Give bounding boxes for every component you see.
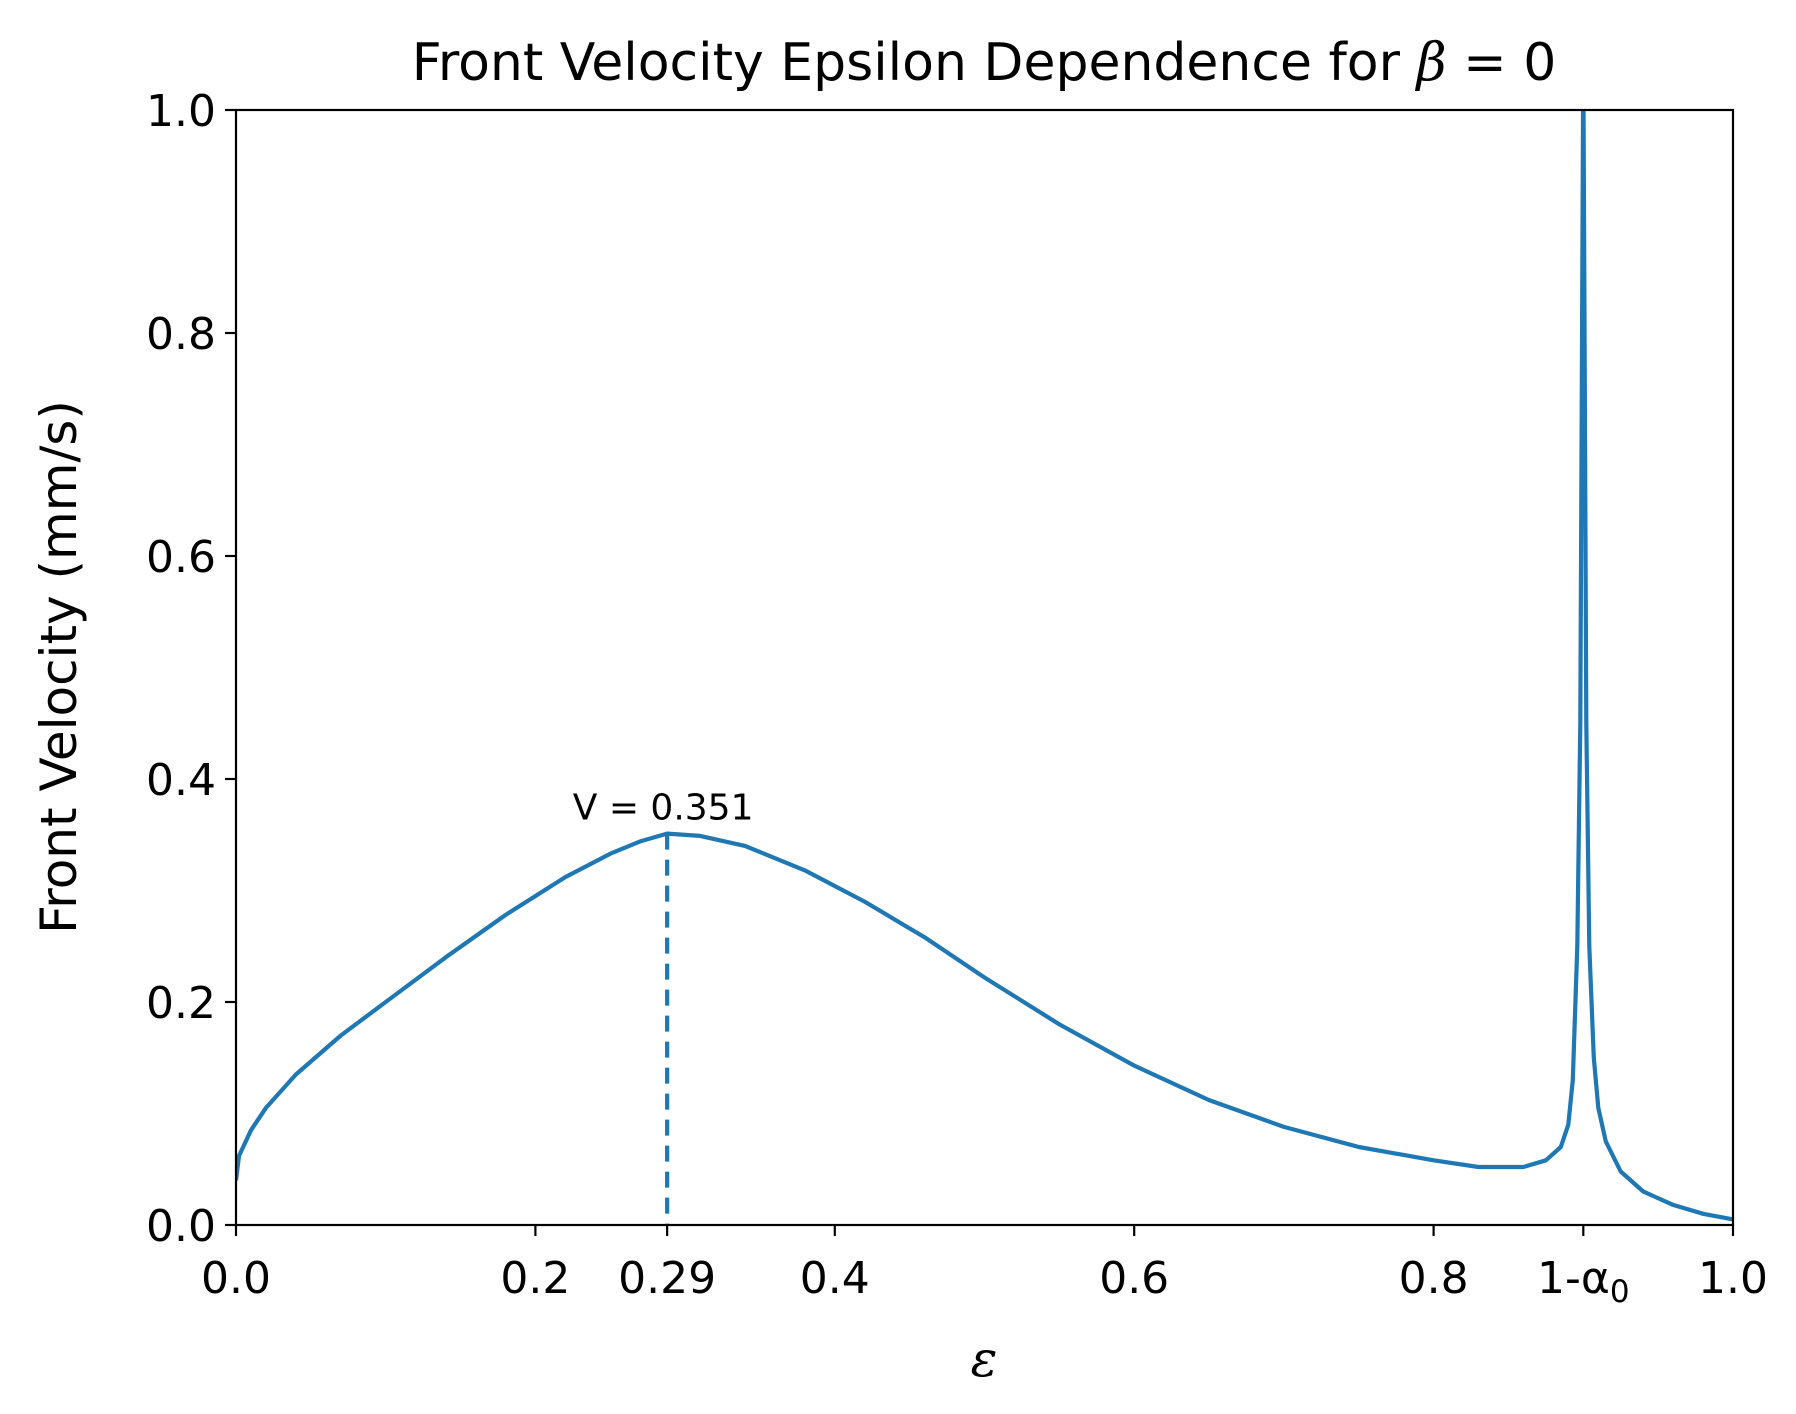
y-tick-label: 1.0 xyxy=(146,86,216,137)
y-tick-label: 0.8 xyxy=(146,309,216,360)
x-tick-label: 0.29 xyxy=(618,1253,716,1304)
chart-title: Front Velocity Epsilon Dependence for β … xyxy=(412,33,1557,93)
y-tick-label: 0.2 xyxy=(146,978,216,1029)
y-tick-label: 0.6 xyxy=(146,532,216,583)
x-tick-label: 0.0 xyxy=(201,1253,271,1304)
y-tick-label: 0.0 xyxy=(146,1201,216,1252)
x-tick-label: 0.2 xyxy=(500,1253,570,1304)
x-tick-label: 0.8 xyxy=(1399,1253,1469,1304)
x-tick-label: 0.6 xyxy=(1099,1253,1169,1304)
y-tick-label: 0.4 xyxy=(146,755,216,806)
x-axis-ticks: 0.0 0.2 0.29 0.4 0.6 0.8 1-α0 1.0 xyxy=(201,1225,1768,1310)
x-tick-label: 1.0 xyxy=(1698,1253,1768,1304)
title-beta-symbol: β xyxy=(1415,33,1447,93)
y-axis-ticks: 0.0 0.2 0.4 0.6 0.8 1.0 xyxy=(146,86,236,1252)
peak-annotation: V = 0.351 xyxy=(573,788,754,829)
y-axis-label: Front Velocity (mm/s) xyxy=(30,400,88,934)
x-axis-label: ε xyxy=(971,1330,998,1388)
velocity-curve xyxy=(236,54,1733,1219)
x-tick-label: 0.4 xyxy=(800,1253,870,1304)
x-tick-label: 1-α0 xyxy=(1537,1253,1630,1310)
plot-frame xyxy=(236,110,1733,1225)
